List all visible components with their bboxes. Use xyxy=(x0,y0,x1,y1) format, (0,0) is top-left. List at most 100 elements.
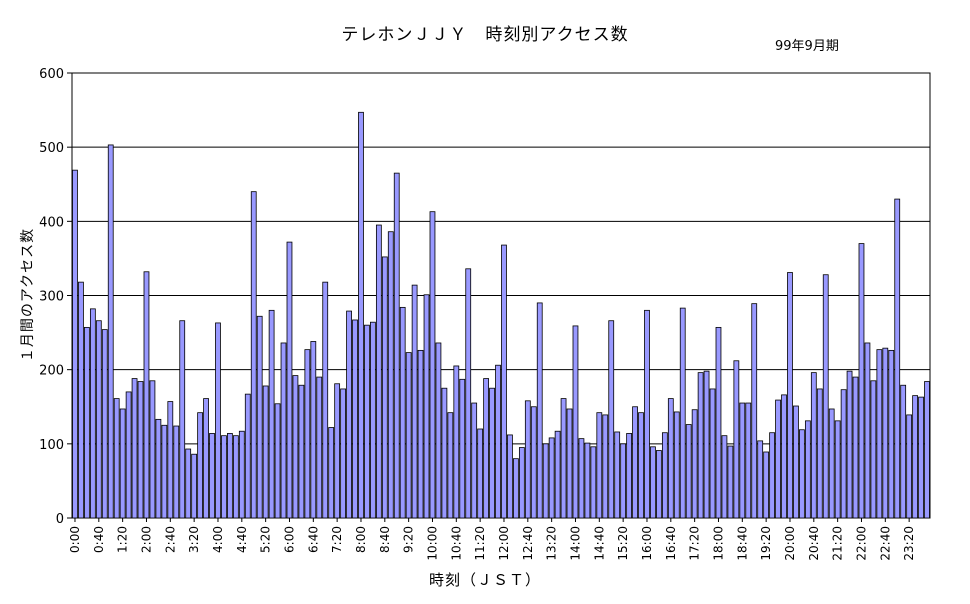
bar xyxy=(304,349,311,519)
bar xyxy=(894,198,901,519)
bar xyxy=(411,284,418,519)
bar xyxy=(721,435,728,519)
bar xyxy=(232,435,239,519)
bar xyxy=(483,378,489,519)
bar xyxy=(447,412,454,519)
x-tick-label: 13:20 xyxy=(545,526,559,561)
bar xyxy=(918,396,924,519)
bar xyxy=(161,424,168,519)
bar xyxy=(685,424,692,519)
bar xyxy=(215,322,221,519)
x-tick-label: 20:00 xyxy=(783,526,797,561)
bar xyxy=(644,309,650,519)
bar xyxy=(763,451,770,519)
x-tick-label: 12:00 xyxy=(497,526,511,561)
x-tick-label: 10:00 xyxy=(425,526,439,561)
bar xyxy=(507,434,513,519)
bar xyxy=(924,381,930,519)
bar xyxy=(268,309,275,519)
bar xyxy=(816,388,823,519)
bar xyxy=(423,294,430,519)
bar xyxy=(614,431,621,519)
bar xyxy=(751,303,758,519)
bar xyxy=(137,381,144,519)
y-tick-label: 600 xyxy=(39,67,64,82)
x-tick-label: 20:40 xyxy=(807,526,821,561)
bar xyxy=(745,402,752,519)
bar xyxy=(667,398,674,519)
bar xyxy=(828,408,835,519)
bar xyxy=(804,420,811,519)
bar xyxy=(799,429,805,519)
bar xyxy=(656,450,662,519)
x-tick-label: 19:20 xyxy=(759,526,773,561)
bar xyxy=(274,403,281,519)
bar xyxy=(900,384,907,519)
bar xyxy=(876,349,883,519)
bar xyxy=(727,445,734,519)
bar xyxy=(870,380,877,519)
bar xyxy=(155,418,162,519)
y-tick-label: 400 xyxy=(39,215,64,230)
bar xyxy=(769,432,775,519)
bar xyxy=(298,384,305,519)
bar xyxy=(661,432,668,519)
bar xyxy=(739,402,746,519)
bar xyxy=(435,342,442,519)
y-tick-label: 200 xyxy=(39,364,64,379)
bar xyxy=(757,440,764,519)
bar xyxy=(691,409,698,519)
bar xyxy=(703,370,710,519)
x-tick-label: 3:20 xyxy=(187,526,201,553)
bar xyxy=(453,365,460,519)
bar xyxy=(149,380,156,519)
bar xyxy=(358,111,364,519)
bar xyxy=(221,435,227,519)
bar xyxy=(227,433,233,519)
x-tick-label: 6:00 xyxy=(282,526,296,553)
bar xyxy=(167,401,174,519)
x-tick-label: 11:20 xyxy=(473,526,487,561)
bar xyxy=(352,319,358,519)
bar xyxy=(578,438,585,519)
x-tick-label: 1:20 xyxy=(116,526,130,553)
bar xyxy=(477,428,484,519)
x-tick-label: 15:20 xyxy=(616,526,630,561)
bar xyxy=(84,326,90,519)
bar xyxy=(441,387,448,519)
chart-title: テレホンＪＪＹ 時刻別アクセス数 xyxy=(341,25,629,45)
bar xyxy=(310,341,317,519)
bar xyxy=(328,427,335,519)
x-tick-label: 8:00 xyxy=(354,526,368,553)
bar xyxy=(471,402,478,519)
bar xyxy=(852,376,859,519)
bar xyxy=(775,399,781,519)
bar xyxy=(280,342,287,519)
bar xyxy=(888,349,895,519)
bar xyxy=(346,310,352,519)
bar xyxy=(489,387,495,519)
bar xyxy=(620,443,627,519)
bar xyxy=(334,383,341,519)
bar xyxy=(602,414,609,519)
bar xyxy=(858,243,865,519)
x-tick-label: 4:00 xyxy=(211,526,225,553)
bar xyxy=(626,433,632,519)
x-tick-label: 16:00 xyxy=(640,526,654,561)
bar xyxy=(530,406,537,519)
y-tick-label: 300 xyxy=(39,290,64,305)
bar xyxy=(203,398,209,519)
x-tick-label: 16:40 xyxy=(664,526,678,561)
x-tick-label: 6:40 xyxy=(306,526,320,553)
x-tick-label: 18:40 xyxy=(735,526,749,561)
bar xyxy=(107,144,114,519)
bar xyxy=(787,272,793,519)
bar xyxy=(733,360,740,519)
bar xyxy=(781,394,787,519)
bar xyxy=(673,411,680,519)
bar xyxy=(209,433,215,519)
bar xyxy=(524,400,531,519)
bar xyxy=(542,443,549,519)
x-tick-label: 14:00 xyxy=(568,526,582,561)
